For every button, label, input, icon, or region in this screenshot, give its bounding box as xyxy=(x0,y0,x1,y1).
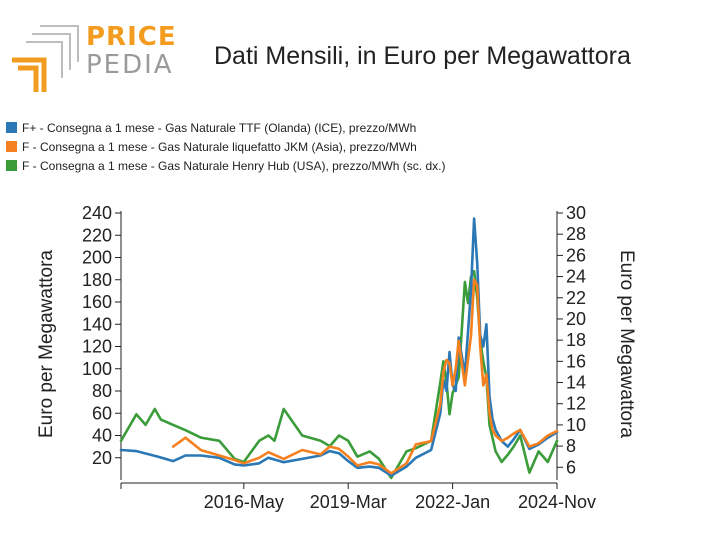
logo-text-pedia: PEDIA xyxy=(86,50,174,80)
x-tick-label: 2024-Nov xyxy=(518,492,596,512)
x-tick-label: 2022-Jan xyxy=(415,492,490,512)
y-tick-label-left: 120 xyxy=(82,337,112,357)
legend-entry-henry: F - Consegna a 1 mese - Gas Naturale Hen… xyxy=(6,156,445,175)
x-tick-label: 2016-May xyxy=(204,492,284,512)
y-tick-label-right: 16 xyxy=(566,351,586,371)
series-line-jkm xyxy=(171,278,559,475)
y-tick-label-right: 26 xyxy=(566,245,586,265)
legend-swatch-ttf xyxy=(6,122,17,133)
y-tick-label-right: 30 xyxy=(566,203,586,223)
x-tick-label: 2019-Mar xyxy=(310,492,387,512)
y-tick-label-right: 8 xyxy=(566,436,576,456)
series-line-ttf xyxy=(119,217,559,477)
y-tick-label-left: 40 xyxy=(92,426,112,446)
legend-swatch-henry xyxy=(6,160,17,171)
y-tick-label-right: 24 xyxy=(566,267,586,287)
axes-layer: 2040608010012014016018020022024068101214… xyxy=(82,203,596,512)
y-tick-label-left: 20 xyxy=(92,448,112,468)
series-line-henry xyxy=(119,270,559,480)
series-layer xyxy=(119,217,559,480)
y-tick-label-right: 28 xyxy=(566,224,586,244)
y-tick-label-left: 240 xyxy=(82,203,112,223)
y-tick-label-right: 10 xyxy=(566,415,586,435)
logo-text-price: PRICE xyxy=(86,22,177,52)
chart-title: Dati Mensili, in Euro per Megawattora xyxy=(214,42,631,70)
legend-entry-jkm: F - Consegna a 1 mese - Gas Naturale liq… xyxy=(6,137,445,156)
pricepedia-logo: PRICE PEDIA xyxy=(8,22,176,94)
y-tick-label-left: 160 xyxy=(82,292,112,312)
y-tick-label-left: 140 xyxy=(82,314,112,334)
chart-legend: F+ - Consegna a 1 mese - Gas Naturale TT… xyxy=(6,118,445,175)
y-tick-label-right: 12 xyxy=(566,394,586,414)
legend-label-henry: F - Consegna a 1 mese - Gas Naturale Hen… xyxy=(22,158,446,173)
y-tick-label-left: 180 xyxy=(82,270,112,290)
y-tick-label-right: 6 xyxy=(566,457,576,477)
y-tick-label-left: 200 xyxy=(82,248,112,268)
y-tick-label-right: 18 xyxy=(566,330,586,350)
legend-label-ttf: F+ - Consegna a 1 mese - Gas Naturale TT… xyxy=(22,120,417,135)
y-tick-label-left: 60 xyxy=(92,403,112,423)
y-tick-label-left: 220 xyxy=(82,225,112,245)
y-tick-label-left: 100 xyxy=(82,359,112,379)
y-tick-label-right: 14 xyxy=(566,373,586,393)
y-tick-label-left: 80 xyxy=(92,381,112,401)
legend-entry-ttf: F+ - Consegna a 1 mese - Gas Naturale TT… xyxy=(6,118,445,137)
logo-mark-icon xyxy=(12,25,79,92)
y-tick-label-right: 22 xyxy=(566,288,586,308)
y-axis-label-right: Euro per Megawattora xyxy=(616,250,637,438)
y-axis-label-left: Euro per Megawattora xyxy=(36,250,57,438)
legend-label-jkm: F - Consegna a 1 mese - Gas Naturale liq… xyxy=(22,139,417,154)
y-tick-label-right: 20 xyxy=(566,309,586,329)
legend-swatch-jkm xyxy=(6,141,17,152)
